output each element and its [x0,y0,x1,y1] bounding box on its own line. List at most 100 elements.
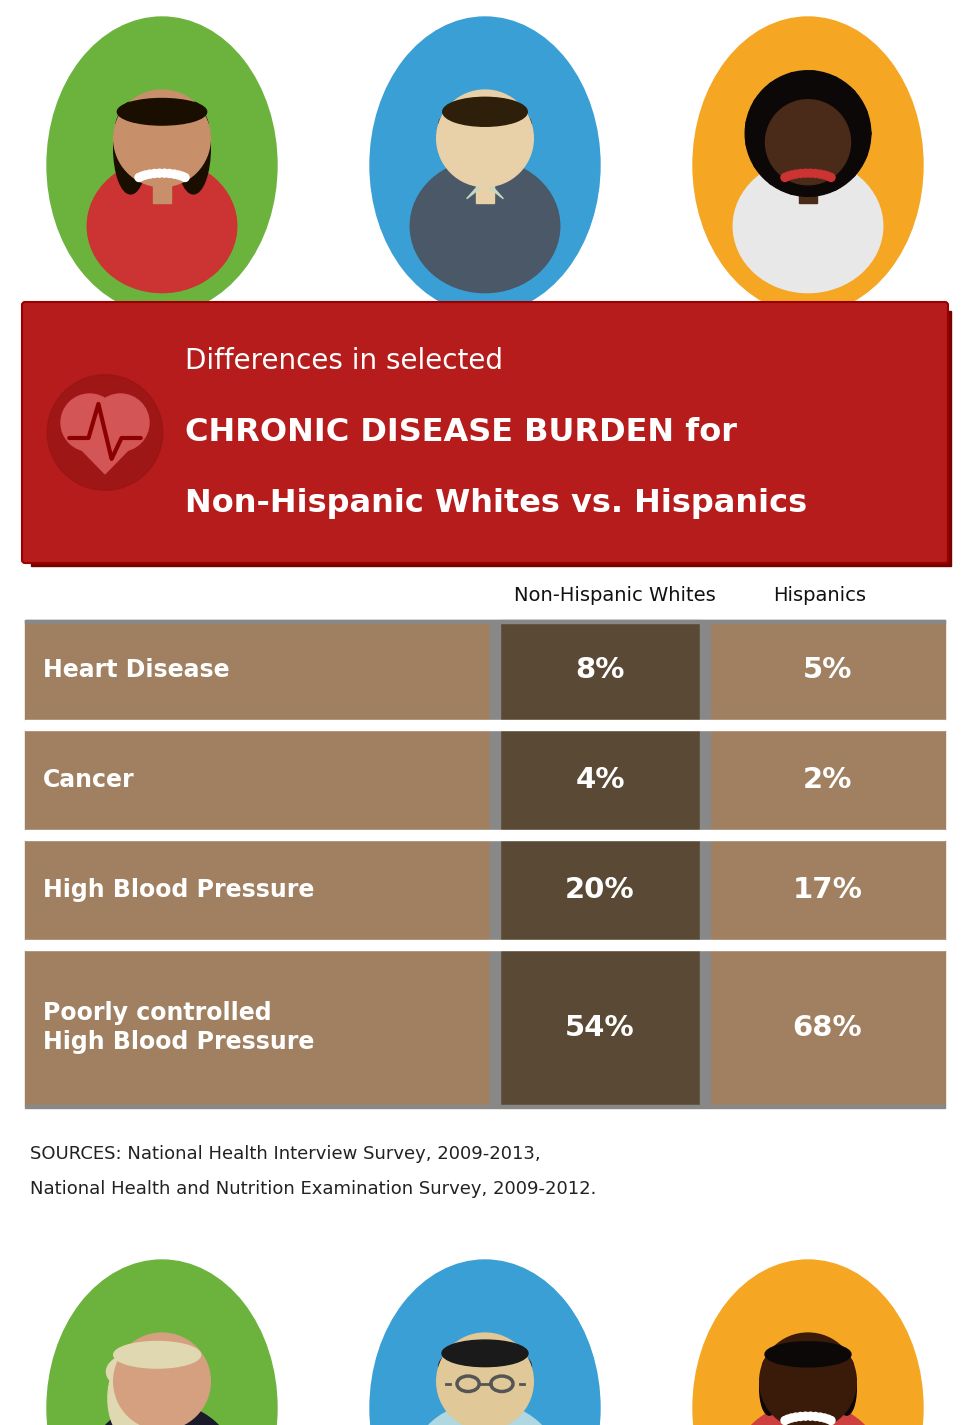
Circle shape [843,90,855,101]
Ellipse shape [442,97,527,127]
Ellipse shape [410,160,559,292]
Bar [25,829,944,839]
Circle shape [745,138,757,150]
Circle shape [765,100,850,185]
Circle shape [791,170,799,178]
Text: Non-Hispanic Whites: Non-Hispanic Whites [514,586,715,604]
Circle shape [113,1332,210,1425]
Text: 20%: 20% [565,876,634,903]
Ellipse shape [836,1362,856,1415]
Circle shape [805,170,814,177]
Bar [25,839,489,940]
Circle shape [150,170,158,178]
Bar [709,839,944,940]
Text: 68%: 68% [792,1013,861,1042]
Ellipse shape [733,160,882,292]
Circle shape [744,71,870,197]
Circle shape [820,171,828,180]
Bar [25,620,489,720]
Bar [700,620,709,720]
Circle shape [843,167,855,178]
Text: 54%: 54% [565,1013,634,1042]
Ellipse shape [113,1341,201,1368]
Text: Cancer: Cancer [43,768,135,792]
Circle shape [787,1414,795,1422]
Circle shape [859,128,870,140]
Bar [700,950,709,1104]
Circle shape [796,170,803,178]
Ellipse shape [47,17,277,314]
Circle shape [815,1414,824,1421]
Circle shape [827,174,834,181]
Bar [489,620,499,720]
Ellipse shape [87,1402,236,1425]
Bar [499,839,700,940]
Ellipse shape [438,104,531,147]
Circle shape [138,172,145,180]
Bar [499,730,700,829]
Ellipse shape [108,1359,146,1425]
Ellipse shape [765,1342,850,1367]
Circle shape [786,73,797,84]
Bar [709,620,944,720]
Bar [700,730,709,829]
Bar [25,950,489,1104]
Polygon shape [466,184,484,198]
Ellipse shape [410,1402,559,1425]
Ellipse shape [759,1362,778,1415]
Circle shape [855,148,866,160]
Ellipse shape [439,1362,463,1391]
Circle shape [827,1416,834,1425]
Text: Differences in selected: Differences in selected [185,348,503,375]
Circle shape [767,174,779,185]
Text: Hispanics: Hispanics [772,586,865,604]
Ellipse shape [176,103,210,194]
Circle shape [820,1414,828,1422]
Bar [476,174,493,202]
Ellipse shape [117,98,206,125]
Text: SOURCES: National Health Interview Survey, 2009-2013,: SOURCES: National Health Interview Surve… [30,1146,540,1163]
Circle shape [745,117,757,128]
Text: Non-Hispanic Whites vs. Hispanics: Non-Hispanic Whites vs. Hispanics [185,489,806,519]
Bar [25,720,944,730]
Text: 4%: 4% [575,767,624,794]
Circle shape [805,1412,814,1421]
Bar [25,940,944,950]
Circle shape [47,375,163,490]
Ellipse shape [369,17,600,314]
Circle shape [753,98,765,110]
Bar [499,620,700,720]
Circle shape [174,171,182,180]
Circle shape [113,90,210,187]
Circle shape [155,170,164,177]
Bar [31,311,950,566]
Bar [25,730,489,829]
Circle shape [827,178,838,191]
Circle shape [170,170,178,178]
Bar [476,1416,493,1425]
Circle shape [824,1415,831,1424]
Circle shape [767,83,779,94]
Circle shape [92,393,149,452]
Circle shape [806,184,818,197]
FancyBboxPatch shape [22,302,947,563]
Ellipse shape [113,103,147,194]
Ellipse shape [107,1348,203,1395]
Circle shape [759,1332,856,1425]
Circle shape [800,170,809,177]
Bar [25,1104,944,1109]
Circle shape [436,1332,533,1425]
Ellipse shape [116,104,207,144]
Text: 8%: 8% [575,656,624,684]
Circle shape [811,1412,819,1421]
Circle shape [787,171,795,180]
Circle shape [800,1412,809,1421]
Ellipse shape [87,160,236,292]
Circle shape [780,1416,788,1425]
Bar [700,839,709,940]
Bar [499,950,700,1104]
Circle shape [780,174,788,181]
Circle shape [160,170,169,177]
Bar [489,839,499,940]
Circle shape [786,182,797,194]
